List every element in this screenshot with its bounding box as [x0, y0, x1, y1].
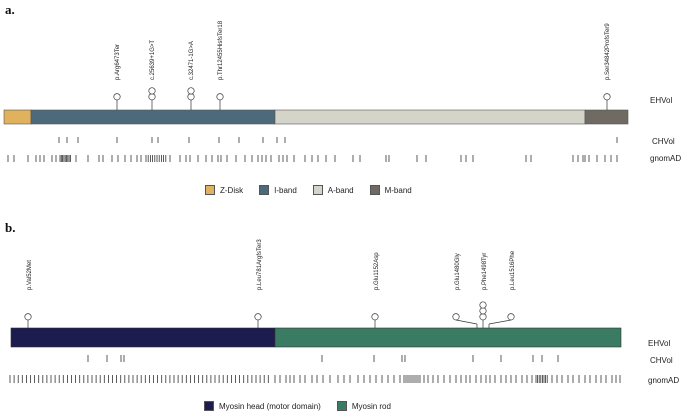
- legend-label-a-band: A-band: [327, 185, 354, 195]
- panel-b-gnomad-track: [9, 375, 621, 383]
- variant-b-4: p.Phe1498Tyr: [479, 253, 488, 328]
- variant-stem: [488, 319, 512, 325]
- panel-b-label: b.: [5, 220, 16, 235]
- variant-a-1: c.25639+1G>T: [148, 40, 156, 110]
- variant-b-5: p.Leu1516Phe: [488, 250, 516, 328]
- variant-label: p.Glu1480Gly: [455, 253, 461, 290]
- variant-marker: [507, 313, 515, 321]
- variant-label: p.Val52Met: [27, 260, 33, 290]
- panel-a-row-label-ehvol: EHVol: [650, 96, 672, 105]
- legend-item-myosin-head: Myosin head (motor domain): [204, 401, 321, 411]
- variant-marker: [479, 313, 487, 321]
- domain-myosin-rod: [274, 327, 622, 348]
- legend-swatch-myosin-head: [204, 401, 214, 411]
- legend-item-a-band: A-band: [312, 185, 354, 195]
- domain-a-band: [274, 109, 586, 125]
- legend-swatch-i-band: [259, 185, 270, 195]
- variant-b-2: p.Glu1152Asp: [371, 252, 380, 328]
- variant-a-4: p.Ser34842ProfsTer9: [603, 23, 611, 110]
- legend-label-m-band: M-band: [384, 185, 412, 195]
- variant-a-2: c.32471-1G>A: [187, 41, 195, 110]
- variant-marker: [479, 301, 487, 309]
- panel-a-row-label-gnomad: gnomAD: [650, 154, 681, 163]
- legend-item-myosin-rod: Myosin rod: [336, 401, 391, 411]
- panel-b-protein-bar: [10, 327, 622, 348]
- legend-item-i-band: I-band: [259, 185, 297, 195]
- domain-i-band: [30, 109, 276, 125]
- panel-a-row-label-chvol: CHVol: [652, 137, 675, 146]
- panel-a-chvol-track: [58, 137, 618, 143]
- variant-label: c.32471-1G>A: [189, 41, 195, 80]
- variant-marker: [187, 93, 195, 101]
- variant-label: p.Phe1498Tyr: [482, 253, 488, 290]
- panel-b-chvol-track: [87, 355, 559, 362]
- variant-label: c.25639+1G>T: [150, 40, 156, 80]
- legend-label-i-band: I-band: [274, 185, 297, 195]
- variant-marker: [254, 313, 262, 321]
- variant-label: p.Glu1152Asp: [374, 252, 380, 290]
- variant-marker: [113, 93, 121, 101]
- legend-item-z-disk: Z-Disk: [205, 185, 243, 195]
- panel-b-row-label-chvol: CHVol: [650, 356, 673, 365]
- variant-a-3: p.Thr12455HisfsTer18: [216, 20, 224, 110]
- panel-a-variants: p.Arg6473Ter c.25639+1G>T c.32471-1G>A p.Th…: [113, 20, 611, 110]
- variant-marker: [603, 93, 611, 101]
- domain-z-disk: [3, 109, 32, 125]
- panel-b-row-label-gnomad: gnomAD: [648, 376, 679, 385]
- variant-label: p.Thr12455HisfsTer18: [218, 20, 224, 80]
- legend-label-myosin-rod: Myosin rod: [351, 401, 391, 411]
- variant-marker: [216, 93, 224, 101]
- variant-marker: [24, 313, 32, 321]
- panel-b-legend: Myosin head (motor domain) Myosin rod: [204, 401, 401, 411]
- variant-a-0: p.Arg6473Ter: [113, 44, 121, 110]
- legend-item-m-band: M-band: [369, 185, 412, 195]
- variant-label: p.Ser34842ProfsTer9: [605, 23, 611, 80]
- variant-marker: [479, 307, 487, 315]
- domain-m-band: [584, 109, 629, 125]
- variant-b-3: p.Glu1480Gly: [452, 253, 478, 328]
- domain-myosin-head: [10, 327, 276, 348]
- variant-marker: [187, 87, 195, 95]
- legend-label-myosin-head: Myosin head (motor domain): [219, 401, 321, 411]
- variant-stem: [455, 319, 478, 325]
- panel-b-variants: p.Val52Met p.Leu781ArgfsTer3 p.Glu1152Asp p…: [24, 239, 516, 328]
- variant-marker: [452, 313, 460, 321]
- variant-label: p.Arg6473Ter: [115, 44, 121, 80]
- legend-swatch-m-band: [369, 185, 380, 195]
- panel-a-legend: Z-Disk I-band A-band M-band: [205, 185, 422, 195]
- panel-b-row-label-ehvol: EHVol: [648, 339, 670, 348]
- panel-a-gnomad-track: [7, 155, 618, 162]
- variant-label: p.Leu781ArgfsTer3: [257, 239, 263, 290]
- variant-marker: [371, 313, 379, 321]
- legend-swatch-z-disk: [205, 185, 215, 195]
- panel-a-label: a.: [5, 2, 15, 17]
- panel-a-protein-bar: [3, 109, 629, 125]
- legend-swatch-myosin-rod: [336, 401, 347, 411]
- legend-label-z-disk: Z-Disk: [220, 185, 244, 195]
- variant-label: p.Leu1516Phe: [510, 250, 516, 290]
- variant-marker: [148, 87, 156, 95]
- legend-swatch-a-band: [312, 185, 323, 195]
- variant-b-0: p.Val52Met: [24, 260, 33, 328]
- variant-marker: [148, 93, 156, 101]
- variant-b-1: p.Leu781ArgfsTer3: [254, 239, 263, 328]
